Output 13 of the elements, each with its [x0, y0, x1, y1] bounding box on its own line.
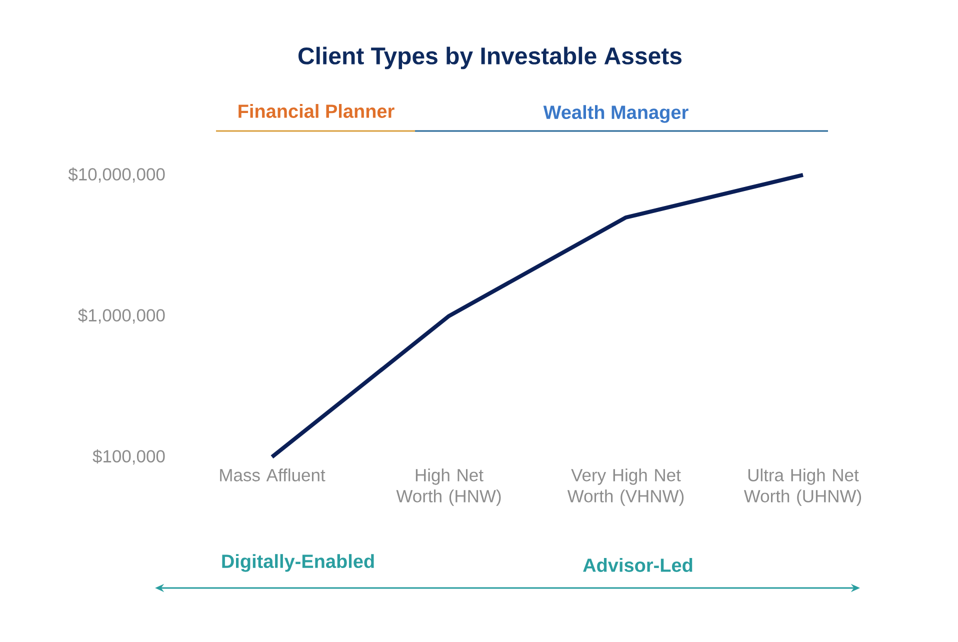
text: Digitally-Enabled: [222, 554, 374, 572]
text: Wealth Manager: [543, 105, 688, 123]
x-tick-label: Mass Affluent: [220, 468, 326, 482]
line-series: [270, 172, 805, 459]
chart-title: Client Types by Investable Assets: [298, 46, 682, 70]
text: Financial Planner: [238, 104, 394, 118]
y-tick-label: $10,000,000: [68, 167, 165, 183]
y-tick-label: $1,000,000: [78, 308, 165, 324]
x-tick-label: High Net Worth (HNW): [396, 468, 501, 506]
x-tick-label: Ultra High Net Worth (UHNW): [744, 468, 862, 506]
x-tick-label: Very High Net Worth (VHNW): [567, 468, 684, 506]
text: Advisor-Led: [583, 558, 692, 572]
y-tick-label: $100,000: [92, 449, 165, 465]
